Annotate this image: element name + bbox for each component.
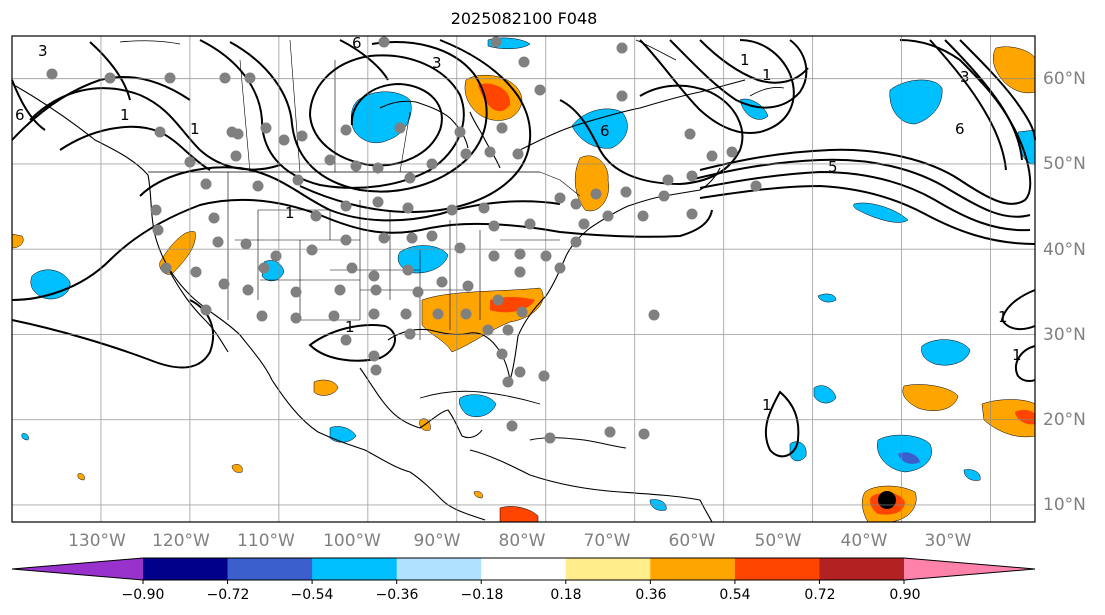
colorbar-segment [396, 558, 482, 580]
contour-labels: 3 1 1 1 6 3 1 6 1 1 5 6 3 1 1 1 6 [15, 34, 1022, 414]
latitude-labels: 10°N 20°N 30°N 40°N 50°N 60°N [1043, 69, 1086, 515]
lon-label: 90°W [414, 531, 461, 551]
longitude-labels: 130°W 120°W 110°W 100°W 90°W 80°W 70°W 6… [68, 531, 972, 551]
contour-label: 1 [120, 106, 130, 124]
lon-label: 80°W [499, 531, 546, 551]
strong-warm-anomaly [478, 83, 511, 112]
lon-label: 30°W [925, 531, 972, 551]
colorbar-segment [481, 558, 567, 580]
contour-label: 1 [285, 204, 295, 222]
contour-label: 1 [190, 120, 200, 138]
lat-label: 20°N [1043, 410, 1086, 430]
colorbar-tick: 0.90 [889, 587, 920, 603]
contour-label: 6 [600, 122, 610, 140]
contour-label: 1 [762, 66, 772, 84]
cool-anomaly [853, 202, 909, 223]
cool-anomaly [571, 108, 628, 149]
colorbar-tick: 0.36 [635, 587, 666, 603]
lon-label: 130°W [68, 531, 126, 551]
lon-label: 40°W [841, 531, 888, 551]
colorbar-tick: 0.18 [550, 587, 581, 603]
colorbar-tick: 0.72 [804, 587, 835, 603]
contour-label: 3 [960, 68, 970, 86]
contour-label: 1 [998, 308, 1008, 326]
colorbar-segment [650, 558, 736, 580]
lon-label: 100°W [323, 531, 381, 551]
cool-anomaly [459, 394, 497, 417]
colorbar-segment [819, 558, 905, 580]
contour-label: 6 [955, 120, 965, 138]
plot-title: 2025082100 F048 [450, 9, 598, 28]
lon-label: 70°W [584, 531, 631, 551]
map-background [12, 36, 1035, 522]
colorbar-tick-labels: −0.90 −0.72 −0.54 −0.36 −0.18 0.18 0.36 … [122, 587, 921, 603]
strong-cool-anomaly [898, 452, 920, 464]
colorbar-segment [227, 558, 313, 580]
strong-warm-anomaly [499, 506, 539, 523]
contour-label: 3 [432, 54, 442, 72]
lon-label: 110°W [237, 531, 295, 551]
colorbar [11, 557, 1036, 584]
warm-anomaly [231, 464, 243, 473]
cool-anomaly [963, 469, 981, 481]
lon-label: 60°W [669, 531, 716, 551]
cool-anomaly [817, 293, 837, 303]
cool-anomaly [813, 385, 837, 404]
contour-label: 6 [15, 106, 25, 124]
contour-label: 1 [345, 318, 355, 336]
warm-anomaly [77, 473, 85, 481]
lat-label: 10°N [1043, 495, 1086, 515]
contour-lines [11, 39, 1036, 458]
colorbar-tick: −0.54 [291, 587, 334, 603]
colorbar-segment [143, 558, 229, 580]
warm-anomaly [993, 46, 1036, 94]
lat-label: 60°N [1043, 69, 1086, 89]
station-markers [46, 36, 762, 444]
cool-anomaly [921, 339, 971, 366]
cool-anomaly [21, 433, 29, 441]
lat-label: 30°N [1043, 325, 1086, 345]
colorbar-segment [565, 558, 651, 580]
strong-warm-anomaly [1015, 409, 1035, 425]
colorbar-tick: −0.18 [461, 587, 504, 603]
warm-anomaly [313, 379, 339, 396]
cool-anomaly [889, 79, 943, 125]
cool-anomaly [329, 426, 357, 443]
contour-label: 1 [740, 51, 750, 69]
storm-center-marker [878, 491, 896, 509]
contour-label: 1 [1012, 346, 1022, 364]
lon-label: 120°W [152, 531, 210, 551]
contour-label: 1 [762, 396, 772, 414]
colorbar-segment [312, 558, 398, 580]
warm-anomaly [473, 491, 483, 499]
colorbar-tick: 0.54 [719, 587, 750, 603]
graticule [12, 36, 1035, 522]
contour-label: 5 [828, 158, 838, 176]
lat-label: 40°N [1043, 240, 1086, 260]
lon-label: 50°W [755, 531, 802, 551]
colorbar-tick: −0.90 [122, 587, 165, 603]
lat-label: 50°N [1043, 154, 1086, 174]
colorbar-tick: −0.72 [207, 587, 250, 603]
colorbar-tick: −0.36 [376, 587, 419, 603]
colorbar-max-extension [904, 558, 1035, 580]
warm-anomaly [902, 384, 959, 411]
contour-label: 6 [352, 34, 362, 52]
colorbar-min-extension [12, 558, 143, 580]
map-frame [11, 35, 1036, 523]
contour-label: 3 [38, 42, 48, 60]
colorbar-segment [734, 558, 820, 580]
